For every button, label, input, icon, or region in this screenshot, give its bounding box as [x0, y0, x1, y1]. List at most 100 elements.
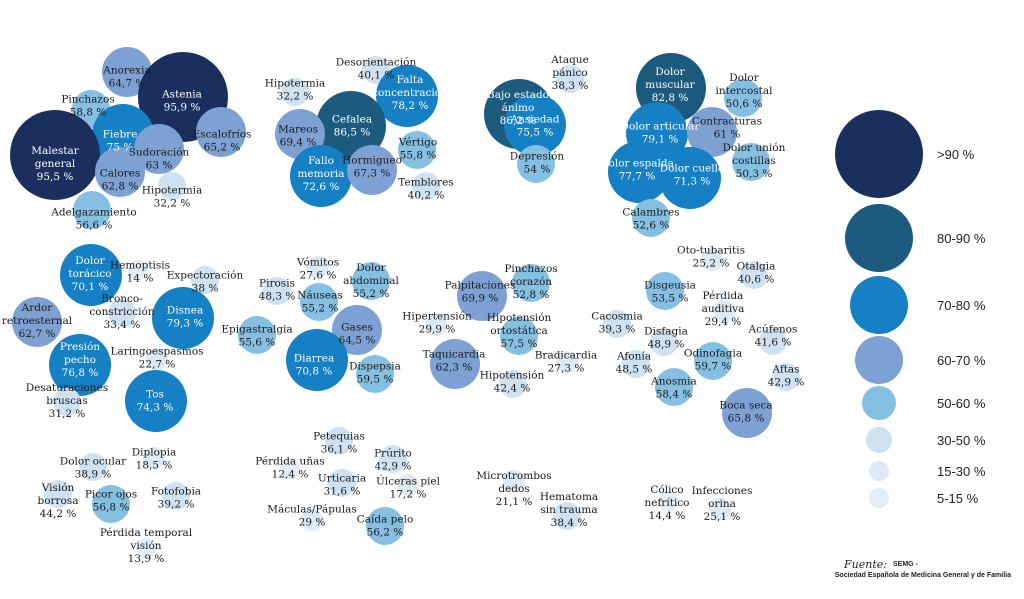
bubble-tos-40 — [125, 370, 187, 432]
label-epigastralgia-45: Epigastralgia 55,6 % — [221, 324, 292, 349]
label-odinofagia-64: Odinofagia 59,7 % — [684, 348, 742, 373]
bubble-malestar-general-5 — [10, 110, 100, 200]
label-cefalea-13: Cefalea 86,5 % — [332, 114, 372, 139]
bubble-dolor-intercostal-24 — [724, 79, 762, 117]
label-temblores-18: Temblores 40,2 % — [398, 177, 453, 202]
label-maculas-papulas-79: Máculas/Pápulas 29 % — [267, 504, 357, 529]
label-depresion-22: Depresión 54 % — [510, 151, 565, 176]
label-dolor-cuello-28: Dolor cuello 71,3 % — [660, 163, 725, 188]
label-ansiedad-21: Ansiedad 75,5 % — [509, 114, 559, 139]
bubble-dispepsia-48 — [356, 355, 394, 393]
label-hipotermia-8: Hipotermia 32,2 % — [142, 185, 203, 210]
source-line2: Sociedad Española de Medicina General y … — [835, 572, 1011, 579]
bubble-dolor-union-costillas-29 — [732, 143, 770, 181]
label-bajo-estado-animo-20: Bajo estado ánimo 86,2 % — [487, 89, 549, 127]
bubble-sudoracion-6 — [134, 124, 184, 174]
labels-layer: Anorexia 64,7 % Astenia 95,9 % Pinchazos 58,8… — [2, 54, 804, 565]
bubble-contracturas-26 — [687, 107, 737, 157]
bubbles-layer — [10, 47, 800, 558]
label-perdida-temporal-vision-73: Pérdida temporal visión 13,9 % — [100, 527, 193, 565]
bubble-hipotermia-8 — [158, 172, 186, 200]
legend-swatch-5-15 — [869, 488, 889, 508]
label-hemoptisis-32: Hemoptisis 14 % — [110, 260, 170, 285]
label-anosmia-66: Anosmia 58,4 % — [650, 376, 697, 401]
label-hipotermia-11: Hipotermia 32,2 % — [265, 78, 326, 103]
legend-label-30-50: 30-50 % — [937, 433, 986, 448]
label-afonia-63: Afonía 48,5 % — [616, 351, 653, 376]
label-vision-borrosa-70: Visión borrosa 44,2 % — [37, 482, 78, 520]
bubble-colico-nefritico-83 — [658, 491, 678, 511]
bubble-pirosis-42 — [263, 277, 291, 305]
label-caida-pelo-80: Caída pelo 56,2 % — [357, 514, 414, 539]
bubble-depresion-22 — [517, 145, 555, 183]
label-dolor-articular-25: Dolor articular 79,1 % — [621, 121, 701, 146]
bubble-calores-7 — [95, 147, 145, 197]
legend-swatch-60-70 — [855, 336, 903, 384]
bubble-urticaria-77 — [328, 469, 356, 497]
label-falta-concentracion-12: Falta concentración 78,2 % — [372, 74, 448, 112]
label-otalgia-57: Otalgia 40,6 % — [737, 261, 776, 286]
bubble-picor-ojos-71 — [92, 485, 130, 523]
label-hipotension-ortostatica-52: Hipotensión ortostática 57,5 % — [487, 312, 552, 350]
bubble-cacosmia-60 — [603, 310, 631, 338]
label-anorexia-0: Anorexia 64,7 % — [102, 65, 150, 90]
label-dolor-muscular-23: Dolor muscular 82,8 % — [645, 66, 695, 104]
label-vomitos-41: Vómitos 27,6 % — [296, 257, 339, 282]
bubble-ulceras-piel-78 — [397, 474, 419, 496]
legend-swatch-50-60 — [862, 386, 896, 420]
bubble-ataque-panico-19 — [556, 65, 584, 93]
source-note: Fuente: SEMG - Sociedad Española de Medi… — [835, 558, 1011, 579]
bubble-falta-concentracion-12 — [376, 65, 438, 127]
label-desorientacion-10: Desorientación 40,1 % — [336, 57, 417, 82]
label-dolor-intercostal-24: Dolor intercostal 50,6 % — [715, 72, 773, 110]
label-tos-40: Tos 74,3 % — [137, 389, 174, 414]
bubble-acufenos-62 — [759, 327, 787, 355]
label-cacosmia-60: Cacosmia 39,3 % — [591, 311, 642, 336]
label-ulceras-piel-78: Úlceras piel 17,2 % — [376, 474, 441, 501]
bubble-epigastralgia-45 — [238, 316, 276, 354]
bubble-dolor-cuello-28 — [659, 147, 721, 209]
label-disfagia-61: Disfagia 48,9 % — [644, 326, 688, 351]
label-oto-tubaritis-56: Oto-tubaritis 25,2 % — [677, 245, 745, 270]
label-pinchazos-corazon-50: Pinchazos corazón 52,8 % — [504, 263, 557, 301]
bubble-oto-tubaritis-56 — [701, 249, 723, 271]
bubble-otalgia-57 — [740, 261, 768, 289]
bubble-ansiedad-21 — [504, 94, 566, 156]
legend-label-90: >90 % — [937, 147, 975, 162]
label-perdida-auditiva-59: Pérdida auditiva 29,4 % — [702, 290, 745, 328]
bubble-fallo-memoria-16 — [290, 145, 352, 207]
label-colico-nefritico-83: Cólico nefrítico 14,4 % — [644, 484, 689, 522]
label-picor-ojos-71: Picor ojos 56,8 % — [85, 489, 137, 514]
bubble-afonia-63 — [622, 350, 650, 378]
bubble-maculas-papulas-79 — [301, 509, 323, 531]
bubble-adelgazamiento-9 — [73, 191, 111, 229]
label-dolor-union-costillas-29: Dolor unión costillas 50,3 % — [723, 142, 786, 180]
label-diarrea-47: Diarrea 70,8 % — [294, 353, 335, 378]
legend-swatch-30-50 — [866, 427, 892, 453]
bubble-anosmia-66 — [655, 368, 693, 406]
label-pirosis-42: Pirosis 48,3 % — [259, 278, 296, 303]
label-adelgazamiento-9: Adelgazamiento 56,6 % — [50, 207, 136, 232]
bubble-taquicardia-53 — [430, 339, 480, 389]
label-astenia-1: Astenia 95,9 % — [161, 89, 202, 114]
bubble-temblores-18 — [412, 172, 440, 200]
bubble-cefalea-13 — [316, 91, 386, 161]
bubble-gases-46 — [332, 305, 382, 355]
label-dolor-ocular-68: Dolor ocular 38,9 % — [60, 456, 127, 481]
label-vertigo-15: Vértigo 55,8 % — [398, 137, 437, 162]
legend-label-80-90: 80-90 % — [937, 231, 986, 246]
bubble-escalofrios-4 — [196, 107, 246, 157]
bubble-bronco-constriccion-35 — [108, 299, 136, 327]
bubble-diplopia-69 — [143, 447, 165, 469]
bubble-hipotension-55 — [499, 370, 527, 398]
bubble-nauseas-44 — [300, 283, 338, 321]
label-hematoma-sin-trauma-82: Hematoma sin trauma 38,4 % — [540, 491, 598, 529]
bubble-dolor-abdominal-43 — [352, 262, 390, 300]
label-palpitaciones-49: Palpitaciones 69,9 % — [445, 280, 516, 305]
label-ardor-retroesternal-34: Ardor retroesternal 62,7 % — [2, 302, 73, 340]
label-fotofobia-72: Fotofobia 39,2 % — [151, 486, 201, 511]
bubble-hipotension-ortostatica-52 — [500, 317, 538, 355]
legend-swatch-15-30 — [869, 461, 889, 481]
bubble-laringoespasmos-38 — [146, 348, 168, 370]
